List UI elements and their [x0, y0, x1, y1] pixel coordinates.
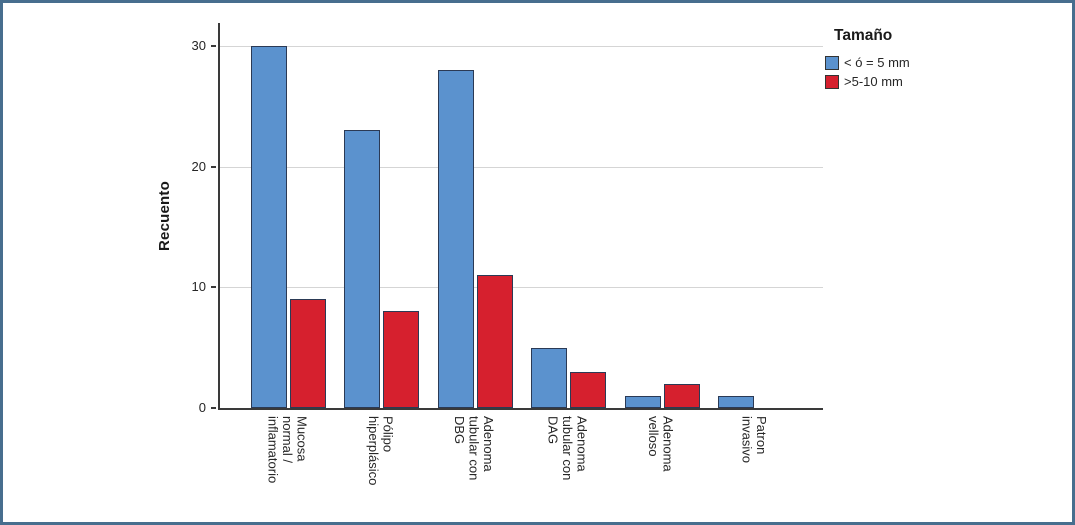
bar-series1-category4 — [531, 347, 568, 408]
bar-series1-category2 — [344, 130, 381, 408]
legend-title: Tamaño — [834, 27, 893, 44]
bar-series1-category6 — [718, 395, 754, 408]
y-tick-label-0: 0 — [198, 400, 206, 415]
y-tick-30 — [211, 44, 216, 47]
bar-series2-category4 — [570, 371, 607, 408]
x-category-label-1: Mucosa normal / inflamatorio — [265, 416, 310, 484]
gridline-20 — [220, 166, 823, 168]
legend-swatch-1 — [825, 55, 839, 70]
legend-swatch-2 — [825, 74, 839, 89]
bar-series1-category3 — [437, 70, 474, 408]
y-axis-title: Recuento — [156, 181, 173, 251]
legend-label-1: < ó = 5 mm — [844, 55, 910, 70]
y-tick-0 — [211, 407, 216, 409]
y-tick-label-20: 20 — [191, 158, 206, 174]
plot-area — [218, 23, 823, 410]
gridline-10 — [220, 287, 823, 289]
legend-item-1: < ó = 5 mm — [825, 55, 910, 70]
x-category-label-3: Adenoma tubular con DBG — [452, 416, 497, 481]
legend-item-2: >5-10 mm — [825, 74, 910, 89]
bar-series1-category5 — [624, 395, 661, 408]
bar-series2-category1 — [290, 299, 326, 408]
gridline-30 — [220, 45, 823, 47]
x-category-label-6: Patron invasivo — [739, 416, 770, 463]
bar-series2-category3 — [476, 275, 513, 408]
y-tick-20 — [211, 165, 216, 168]
y-tick-10 — [211, 286, 216, 289]
x-category-label-4: Adenoma tubular con DAG — [545, 416, 590, 481]
bar-series1-category1 — [251, 45, 287, 408]
legend-items: < ó = 5 mm >5-10 mm — [825, 55, 910, 89]
legend-label-2: >5-10 mm — [844, 74, 903, 89]
bar-series2-category2 — [383, 311, 420, 408]
legend: Tamaño < ó = 5 mm >5-10 mm — [825, 27, 910, 93]
y-tick-label-30: 30 — [191, 37, 206, 53]
x-category-label-2: Pólipo hiperplásico — [365, 416, 396, 486]
bar-series2-category5 — [663, 383, 700, 408]
x-category-label-5: Adenoma velloso — [646, 416, 676, 472]
y-tick-label-10: 10 — [191, 279, 206, 295]
